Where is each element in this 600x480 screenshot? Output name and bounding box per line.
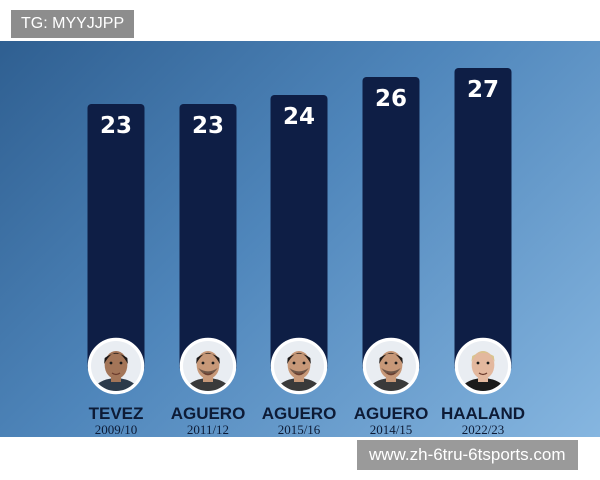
player-name-label: AGUERO bbox=[171, 404, 246, 423]
aguero-portrait-icon bbox=[179, 337, 237, 395]
player-name-label: AGUERO bbox=[354, 404, 429, 423]
season-label: 2014/15 bbox=[370, 422, 413, 437]
season-label: 2009/10 bbox=[95, 422, 138, 437]
bar bbox=[270, 95, 328, 371]
bar bbox=[87, 104, 145, 371]
url-watermark: www.zh-6tru-6tsports.com bbox=[357, 440, 578, 470]
bar-value-label: 27 bbox=[467, 77, 499, 103]
aguero-portrait-icon bbox=[270, 337, 328, 395]
season-label: 2011/12 bbox=[187, 422, 229, 437]
bar-value-label: 26 bbox=[375, 86, 407, 112]
tevez-portrait-icon bbox=[87, 337, 145, 395]
haaland-portrait-icon bbox=[454, 337, 512, 395]
bar-chart: 23TEVEZ2009/1023AGUERO2011/1224AGUERO201… bbox=[87, 68, 525, 437]
season-label: 2022/23 bbox=[462, 422, 505, 437]
player-name-label: HAALAND bbox=[441, 404, 525, 423]
aguero-portrait-icon bbox=[362, 337, 420, 395]
bar-value-label: 23 bbox=[100, 113, 132, 139]
bar-value-label: 23 bbox=[192, 113, 224, 139]
bar bbox=[454, 68, 512, 371]
tg-watermark: TG: MYYJJPP bbox=[11, 10, 135, 38]
chart-panel: 23 TEVEZ 2009/10 23 AGUERO 2011/12 24 AGUERO 201… bbox=[0, 41, 600, 437]
bar-value-label: 24 bbox=[283, 104, 315, 130]
bar bbox=[179, 104, 237, 371]
season-label: 2015/16 bbox=[278, 422, 321, 437]
player-name-label: AGUERO bbox=[262, 404, 337, 423]
bar bbox=[362, 77, 420, 371]
player-name-label: TEVEZ bbox=[89, 404, 144, 423]
